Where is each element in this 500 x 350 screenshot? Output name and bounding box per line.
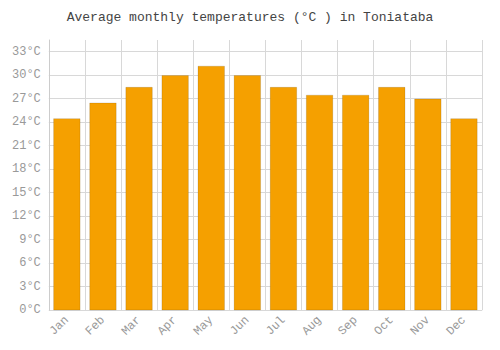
svg-text:15°C: 15°C [12,186,41,200]
svg-text:Dec: Dec [444,313,469,338]
svg-text:Sep: Sep [335,313,360,338]
svg-text:21°C: 21°C [12,139,41,153]
svg-text:Jul: Jul [263,313,288,338]
svg-text:Oct: Oct [372,313,397,338]
svg-text:33°C: 33°C [12,45,41,59]
svg-text:3°C: 3°C [19,280,41,294]
svg-text:24°C: 24°C [12,115,41,129]
svg-text:Jun: Jun [227,313,252,338]
svg-text:Aug: Aug [299,313,324,338]
svg-text:Jan: Jan [47,313,72,338]
svg-text:9°C: 9°C [19,233,41,247]
svg-text:Average monthly temperatures (: Average monthly temperatures (°C ) in To… [67,10,434,25]
svg-text:May: May [191,313,216,338]
svg-text:30°C: 30°C [12,68,41,82]
svg-text:Mar: Mar [119,313,144,338]
svg-text:12°C: 12°C [12,209,41,223]
svg-text:6°C: 6°C [19,256,41,270]
svg-text:Apr: Apr [155,313,180,338]
svg-text:0°C: 0°C [19,303,41,317]
svg-text:18°C: 18°C [12,162,41,176]
svg-text:Nov: Nov [408,313,433,338]
svg-text:27°C: 27°C [12,92,41,106]
svg-text:Feb: Feb [83,313,108,338]
